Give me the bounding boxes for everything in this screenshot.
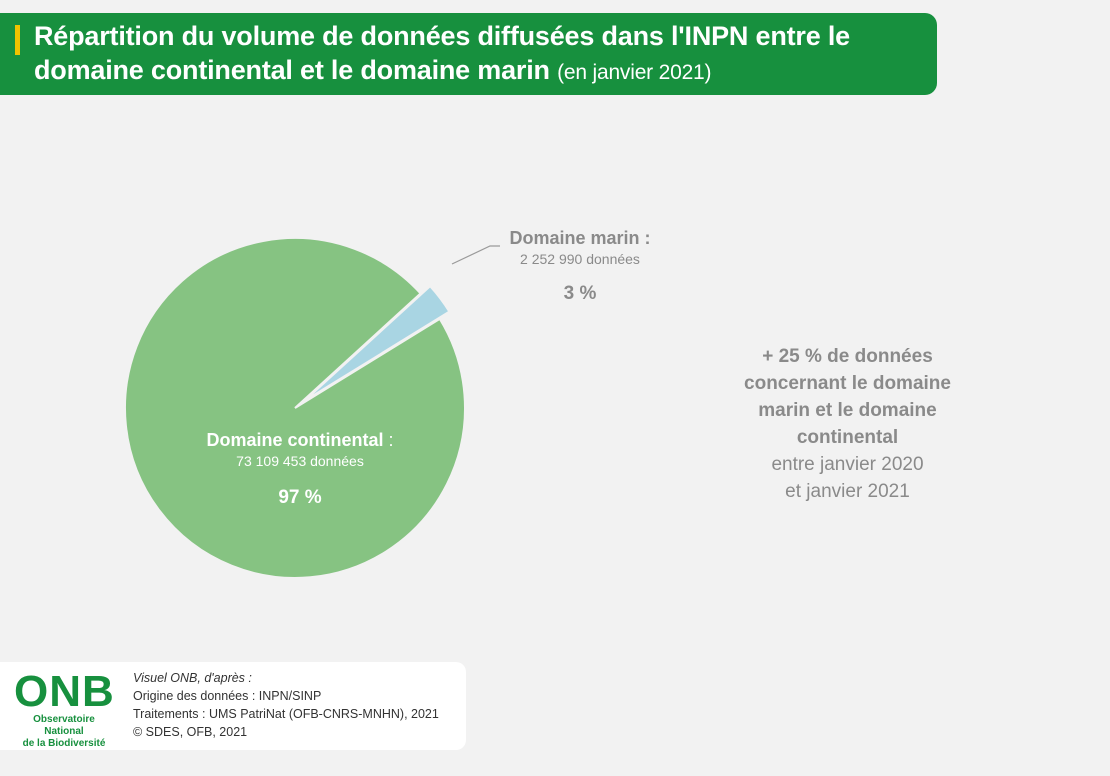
credit-line-3: © SDES, OFB, 2021: [133, 725, 248, 739]
header-accent-bar: [15, 25, 20, 55]
pie-slice-marin: [303, 284, 451, 402]
continental-count: 73 109 453 données: [236, 453, 364, 469]
chart-title-text: Répartition du volume de données diffusé…: [34, 21, 850, 85]
credit-line-2: Traitements : UMS PatriNat (OFB-CNRS-MNH…: [133, 707, 439, 721]
note-line-6: et janvier 2021: [785, 481, 910, 502]
continental-percent: 97 %: [278, 487, 322, 508]
marin-label: Domaine marin : 2 252 990 données 3 %: [480, 228, 680, 305]
credit-intro: Visuel ONB, d'après :: [133, 671, 252, 685]
logo-mark: ONB: [14, 667, 115, 716]
source-footer: ONB Observatoire National de la Biodiver…: [0, 662, 466, 750]
logo-line-2: de la Biodiversité: [22, 738, 106, 749]
continental-label: Domaine continental : 73 109 453 données…: [150, 430, 450, 509]
chart-subtitle: (en janvier 2021): [557, 61, 712, 84]
pie-slice-continental: [123, 236, 466, 579]
marin-percent: 3 %: [563, 283, 597, 304]
note-line-3: marin et le domaine: [758, 400, 937, 421]
marin-colon: :: [644, 228, 651, 248]
continental-colon: :: [388, 430, 394, 450]
continental-name: Domaine continental: [206, 430, 384, 450]
note-line-1: + 25 % de données: [762, 346, 933, 367]
note-line-4: continental: [796, 427, 899, 448]
marin-count: 2 252 990 données: [520, 251, 640, 267]
marin-name: Domaine marin: [509, 228, 640, 248]
chart-title: Répartition du volume de données diffusé…: [34, 19, 929, 90]
logo-line-1: Observatoire National: [33, 714, 95, 737]
onb-logo: ONB Observatoire National de la Biodiver…: [14, 670, 114, 750]
marin-leader-line: [451, 245, 500, 265]
credits: Visuel ONB, d'après : Origine des donnée…: [133, 669, 439, 741]
credit-line-1: Origine des données : INPN/SINP: [133, 689, 322, 703]
growth-note: + 25 % de données concernant le domaine …: [700, 343, 995, 505]
header-banner: Répartition du volume de données diffusé…: [0, 13, 937, 95]
note-line-2: concernant le domaine: [744, 373, 951, 394]
note-line-5: entre janvier 2020: [771, 454, 924, 475]
